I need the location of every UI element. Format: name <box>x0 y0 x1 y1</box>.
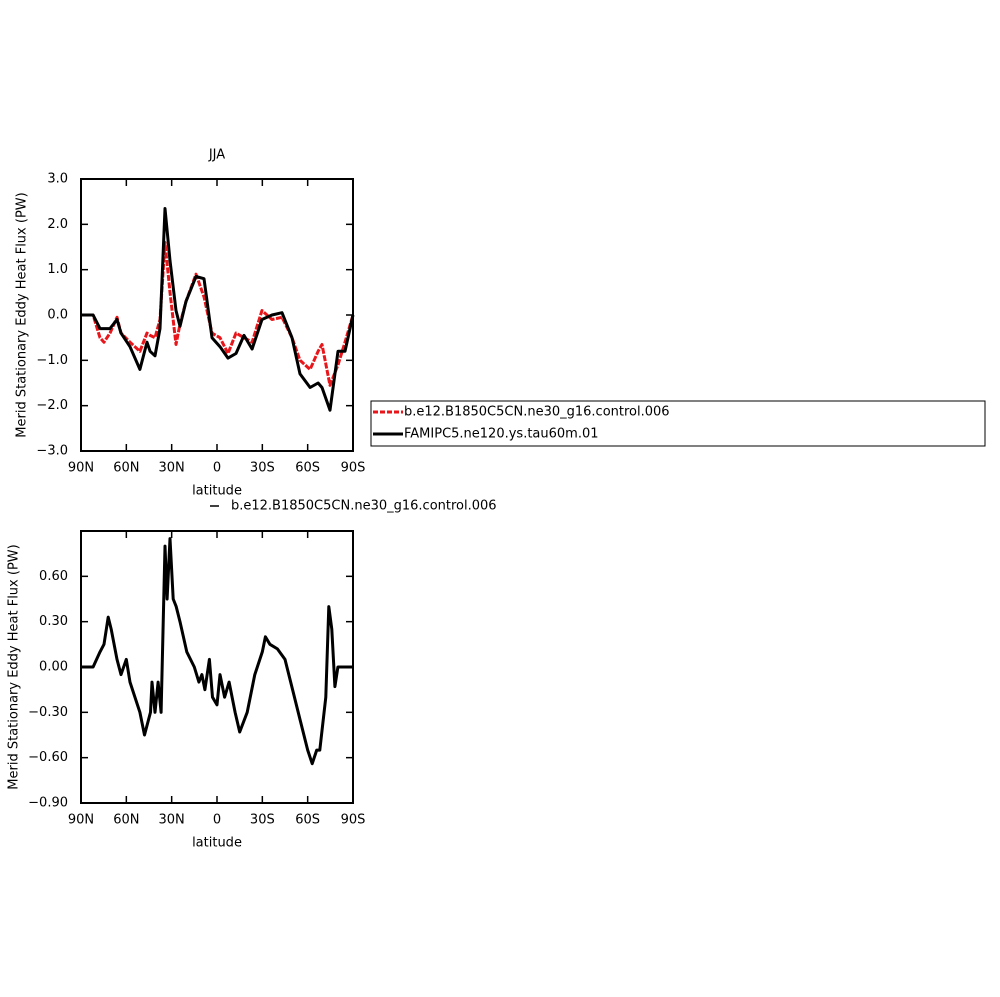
y-tick-label: 0.60 <box>39 569 68 584</box>
x-tick-label: 90N <box>68 461 94 476</box>
series-line <box>81 537 353 766</box>
y-tick-label: −0.30 <box>28 705 68 720</box>
x-tick-label: 30S <box>250 813 275 828</box>
legend-label: FAMIPC5.ne120.ys.tau60m.01 <box>404 427 599 442</box>
x-tick-label: 30S <box>250 461 275 476</box>
x-tick-label: 60S <box>295 461 320 476</box>
y-tick-label: 1.0 <box>47 262 68 277</box>
y-tick-label: 0.0 <box>47 308 68 323</box>
y-tick-label: −2.0 <box>36 398 68 413</box>
x-tick-label: 90S <box>341 813 366 828</box>
y-axis-label: Merid Stationary Eddy Heat Flux (PW) <box>15 192 30 437</box>
x-tick-label: 90N <box>68 813 94 828</box>
y-tick-label: 0.30 <box>39 614 68 629</box>
y-axis-label: Merid Stationary Eddy Heat Flux (PW) <box>7 544 22 789</box>
series-line <box>81 207 355 412</box>
legend-label: b.e12.B1850C5CN.ne30_g16.control.006 <box>231 499 497 514</box>
x-tick-label: 90S <box>341 461 366 476</box>
x-axis-label: latitude <box>192 484 242 499</box>
x-axis-label: latitude <box>192 836 242 851</box>
y-tick-label: 3.0 <box>47 172 68 187</box>
legend-box <box>370 400 986 447</box>
y-tick-label: −0.90 <box>28 796 68 811</box>
x-tick-label: 30N <box>159 461 185 476</box>
x-tick-label: 60N <box>113 461 139 476</box>
y-tick-label: −0.60 <box>28 750 68 765</box>
y-tick-label: −1.0 <box>36 353 68 368</box>
y-tick-label: 2.0 <box>47 217 68 232</box>
x-tick-label: 0 <box>213 461 221 476</box>
y-tick-label: −3.0 <box>36 444 68 459</box>
y-tick-label: 0.00 <box>39 660 68 675</box>
x-tick-label: 60S <box>295 813 320 828</box>
chart-title: JJA <box>208 148 225 163</box>
x-tick-label: 60N <box>113 813 139 828</box>
legend-label: b.e12.B1850C5CN.ne30_g16.control.006 <box>404 405 670 420</box>
x-tick-label: 0 <box>213 813 221 828</box>
plot-frame <box>80 178 354 452</box>
x-tick-label: 30N <box>159 813 185 828</box>
series-line <box>81 241 355 387</box>
